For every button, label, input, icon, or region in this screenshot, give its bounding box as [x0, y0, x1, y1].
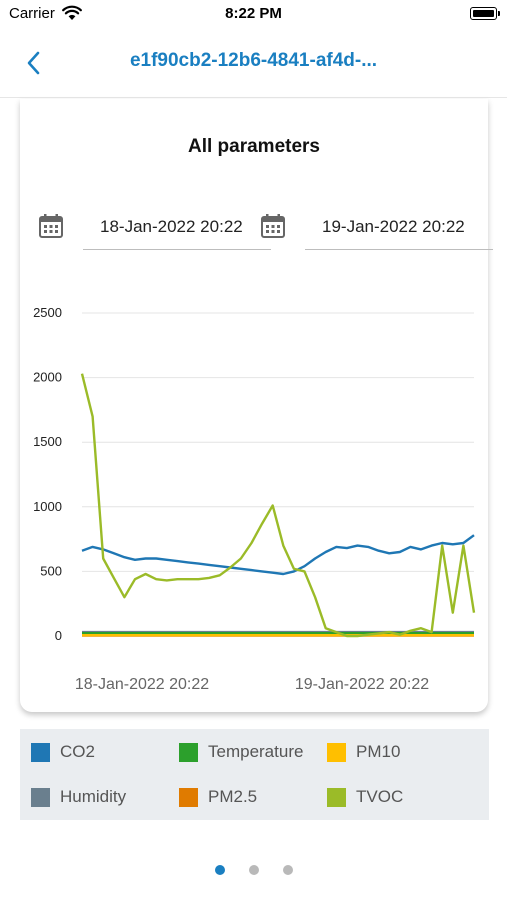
chart-legend: CO2 Temperature PM10 Humidity PM2.5 TVOC: [20, 729, 489, 820]
date-from-group: 18-Jan-2022 20:22: [38, 207, 273, 251]
line-chart: 0 500 1000 1500 2000 2500 18-Jan-2022 20:22 19…: [33, 305, 476, 693]
legend-swatch: [31, 743, 50, 762]
page-title: e1f90cb2-12b6-4841-af4d-...: [129, 50, 378, 71]
date-to-group: 19-Jan-2022 20:22: [260, 207, 495, 251]
chart-series: [80, 373, 476, 638]
legend-label: CO2: [60, 742, 95, 761]
x-axis-ticks: 18-Jan-2022 20:22 19-Jan-2022 20:22: [75, 676, 429, 693]
date-from-field[interactable]: 18-Jan-2022 20:22: [83, 207, 271, 250]
calendar-icon[interactable]: [38, 213, 64, 239]
chart-grid: [82, 312, 474, 637]
legend-label: PM10: [356, 742, 401, 761]
battery-nub: [498, 11, 500, 16]
legend-swatch: [327, 788, 346, 807]
x-tick-label: 18-Jan-2022 20:22: [75, 676, 209, 693]
legend-label: TVOC: [356, 787, 404, 806]
y-tick-label: 500: [40, 563, 62, 578]
chart-card-title: All parameters: [187, 136, 320, 157]
date-from-value: 18-Jan-2022 20:22: [100, 217, 243, 236]
page-dot[interactable]: [283, 865, 293, 875]
page-dot[interactable]: [215, 865, 225, 875]
legend-swatch: [179, 743, 198, 762]
page-indicator: [0, 865, 507, 877]
wifi-icon: [62, 5, 82, 20]
status-bar: Carrier 8:22 PM: [0, 0, 507, 30]
series-line-co2: [81, 534, 475, 576]
page-dot[interactable]: [249, 865, 259, 875]
series-line-tvoc: [80, 373, 476, 638]
date-to-field[interactable]: 19-Jan-2022 20:22: [305, 207, 493, 250]
date-to-value: 19-Jan-2022 20:22: [322, 217, 465, 236]
battery-icon: [470, 7, 497, 20]
legend-swatch: [327, 743, 346, 762]
chart-card: All parameters 18-Jan-2022 20:22 19-Jan-…: [20, 99, 493, 712]
y-tick-label: 0: [55, 628, 62, 643]
calendar-icon[interactable]: [260, 213, 286, 239]
nav-bar: e1f90cb2-12b6-4841-af4d-...: [0, 30, 507, 98]
y-tick-label: 1000: [33, 499, 62, 514]
y-tick-label: 1500: [33, 434, 62, 449]
legend-label: PM2.5: [208, 787, 258, 806]
legend-label: Humidity: [60, 787, 127, 806]
legend-swatch: [31, 788, 50, 807]
legend-swatch: [179, 788, 198, 807]
back-chevron-icon[interactable]: [22, 48, 48, 78]
clock: 8:22 PM: [225, 5, 282, 22]
legend-label: Temperature: [208, 742, 304, 761]
carrier-label: Carrier: [9, 5, 55, 22]
x-tick-label: 19-Jan-2022 20:22: [295, 676, 429, 693]
y-axis-ticks: 0 500 1000 1500 2000 2500: [33, 305, 62, 643]
y-tick-label: 2500: [33, 305, 62, 320]
y-tick-label: 2000: [33, 370, 62, 385]
